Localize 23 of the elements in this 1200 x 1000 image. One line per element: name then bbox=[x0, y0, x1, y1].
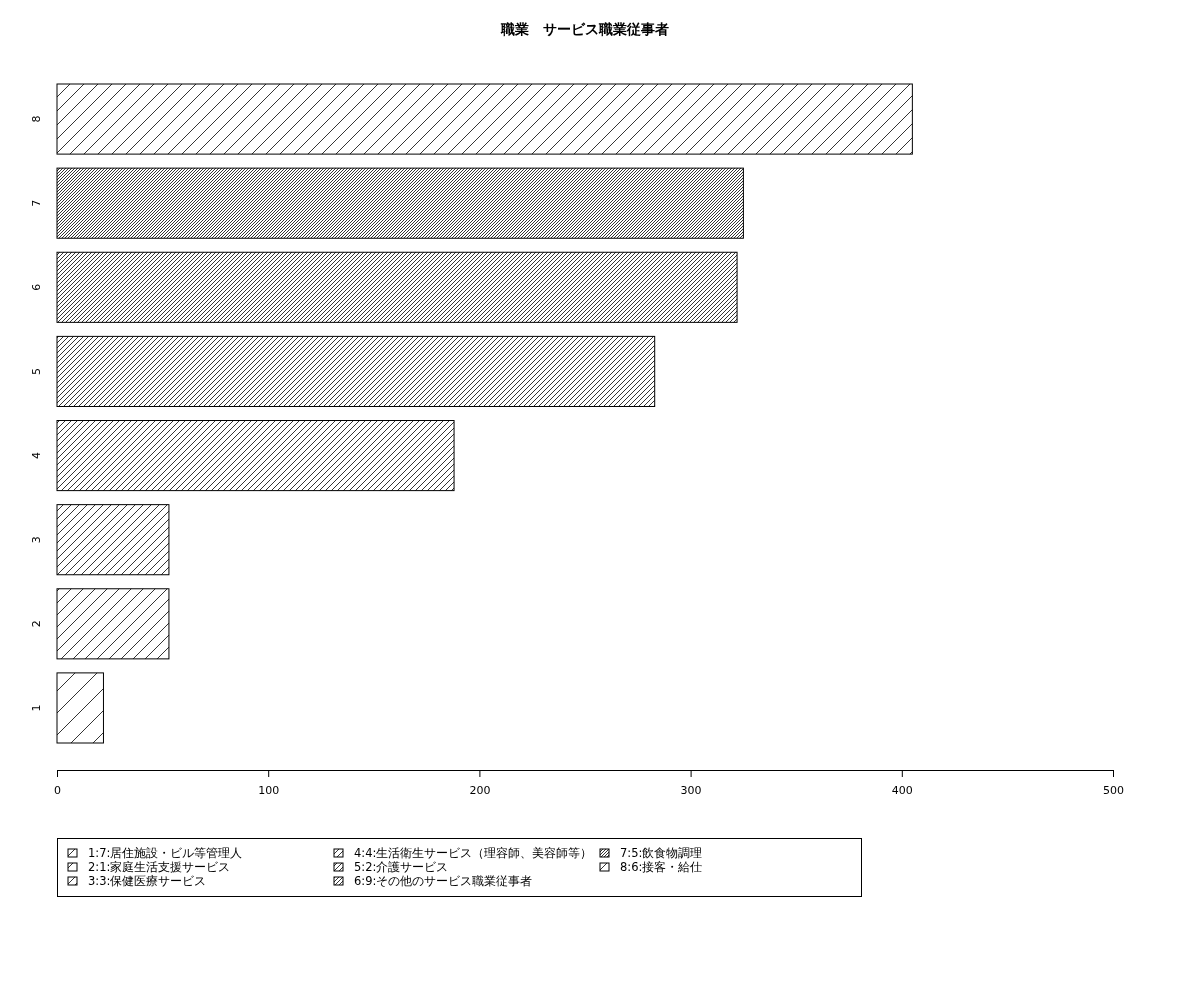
y-tick-label: 3 bbox=[30, 536, 43, 544]
x-tick-label: 500 bbox=[1103, 784, 1124, 798]
legend-label: 1:7:居住施設・ビル等管理人 bbox=[88, 846, 243, 860]
chart-title: 職業 サービス職業従事者 bbox=[500, 21, 669, 37]
y-tick-label: 8 bbox=[30, 115, 43, 123]
legend-label: 8:6:接客・給仕 bbox=[620, 860, 703, 874]
y-tick-label: 4 bbox=[30, 452, 43, 460]
legend-label: 4:4:生活衛生サービス（理容師、美容師等） bbox=[354, 846, 593, 860]
legend-label: 6:9:その他のサービス職業従事者 bbox=[354, 874, 533, 888]
x-tick-label: 0 bbox=[54, 784, 61, 798]
x-tick-label: 100 bbox=[258, 784, 280, 798]
x-tick-label: 400 bbox=[891, 784, 913, 798]
legend-label: 7:5:飲食物調理 bbox=[620, 846, 703, 860]
legend-label: 5:2:介護サービス bbox=[354, 860, 449, 874]
y-tick-label: 2 bbox=[30, 620, 43, 628]
x-tick-label: 200 bbox=[469, 784, 491, 798]
y-tick-label: 6 bbox=[30, 283, 43, 291]
legend-label: 2:1:家庭生活支援サービス bbox=[88, 860, 231, 874]
y-tick-label: 5 bbox=[30, 367, 43, 375]
legend-label: 3:3:保健医療サービス bbox=[88, 874, 207, 888]
y-tick-label: 7 bbox=[30, 199, 43, 207]
y-tick-label: 1 bbox=[30, 704, 43, 712]
x-tick-label: 300 bbox=[680, 784, 702, 798]
